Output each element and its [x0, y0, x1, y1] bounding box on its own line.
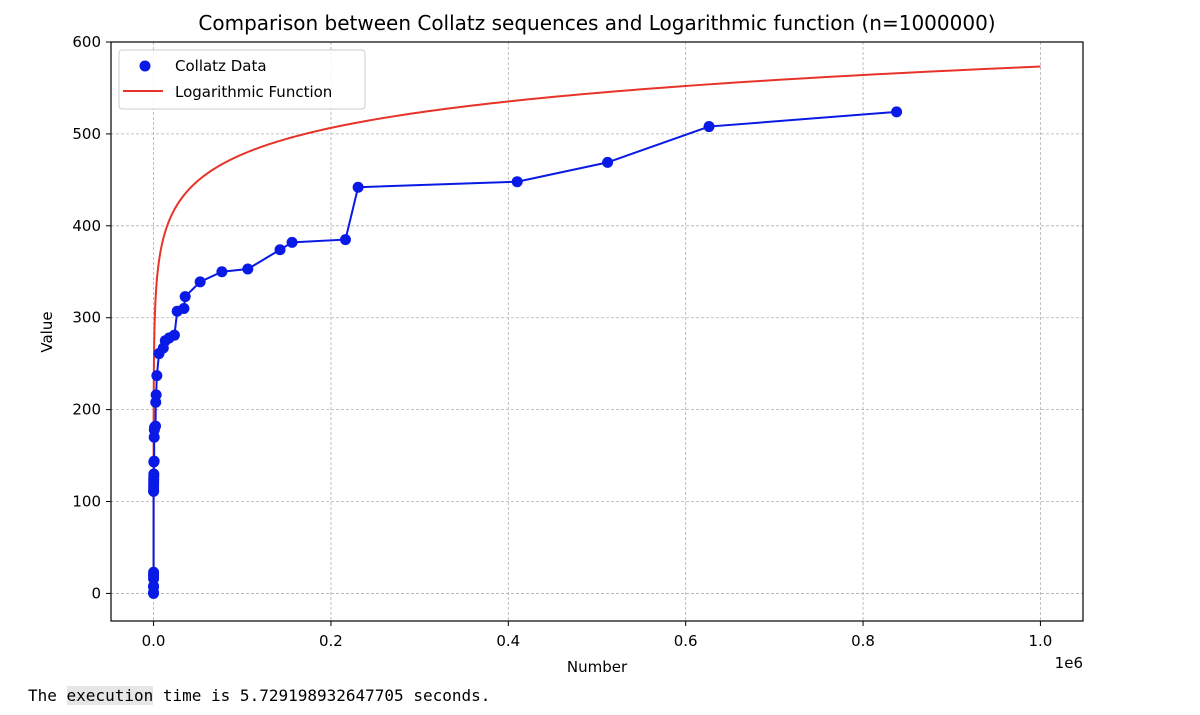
- x-tick-label: 1.0: [1029, 632, 1053, 650]
- x-tick-label: 0.0: [142, 632, 166, 650]
- x-tick-label: 0.8: [851, 632, 875, 650]
- collatz-data-line: [152, 110, 897, 594]
- execution-time-output: The execution time is 5.729198932647705 …: [28, 686, 490, 705]
- x-tick-label: 0.6: [674, 632, 698, 650]
- axes: 0.0 0.2 0.4 0.6 0.8 1.0 0 100 200 300 400 500 600: [72, 33, 1052, 650]
- legend-label-collatz: Collatz Data: [175, 57, 267, 75]
- collatz-data-point: [148, 566, 160, 578]
- collatz-data-point: [150, 389, 162, 401]
- collatz-data-point: [179, 291, 191, 303]
- y-tick-label: 0: [91, 584, 101, 602]
- x-tick-label: 0.2: [319, 632, 343, 650]
- collatz-data-point: [703, 121, 715, 133]
- y-tick-label: 200: [72, 401, 101, 419]
- collatz-data-point: [148, 455, 160, 467]
- collatz-data-point: [194, 276, 206, 288]
- collatz-data-point: [511, 176, 523, 188]
- output-highlight: execution: [66, 686, 154, 705]
- collatz-data-point: [216, 266, 228, 278]
- collatz-data-point: [150, 420, 162, 432]
- x-offset-label: 1e6: [1055, 654, 1083, 672]
- legend-label-logarithmic: Logarithmic Function: [175, 83, 332, 101]
- output-prefix: The: [28, 686, 67, 705]
- y-tick-label: 400: [72, 217, 101, 235]
- collatz-data-point: [286, 236, 298, 248]
- chart-title: Comparison between Collatz sequences and…: [198, 11, 995, 35]
- series-layer: [148, 65, 1041, 599]
- chart: 0.0 0.2 0.4 0.6 0.8 1.0 0 100 200 300 400 500 600 Co…: [38, 11, 1084, 676]
- collatz-data-point: [602, 156, 614, 168]
- plot-frame: [110, 41, 1084, 622]
- collatz-data-point: [339, 234, 351, 246]
- y-tick-label: 300: [72, 309, 101, 327]
- output-suffix: time is 5.729198932647705 seconds.: [153, 686, 491, 705]
- collatz-data-point: [148, 468, 160, 480]
- y-tick-label: 500: [72, 125, 101, 143]
- collatz-data-point: [242, 263, 254, 275]
- x-axis-label: Number: [567, 658, 628, 676]
- y-tick-label: 100: [72, 493, 101, 511]
- x-tick-label: 0.4: [496, 632, 520, 650]
- collatz-data-point: [274, 244, 286, 256]
- y-axis-label: Value: [38, 311, 56, 352]
- plot-area: [111, 42, 1083, 621]
- collatz-data-point: [891, 106, 903, 118]
- collatz-data-point: [178, 303, 190, 315]
- collatz-data-point: [352, 181, 364, 193]
- collatz-data-point: [168, 329, 180, 341]
- collatz-data-point: [151, 370, 163, 382]
- legend-box: [118, 49, 366, 110]
- legend: Collatz Data Logarithmic Function: [118, 49, 366, 110]
- legend-marker-collatz: [139, 60, 151, 72]
- y-tick-label: 600: [72, 33, 101, 51]
